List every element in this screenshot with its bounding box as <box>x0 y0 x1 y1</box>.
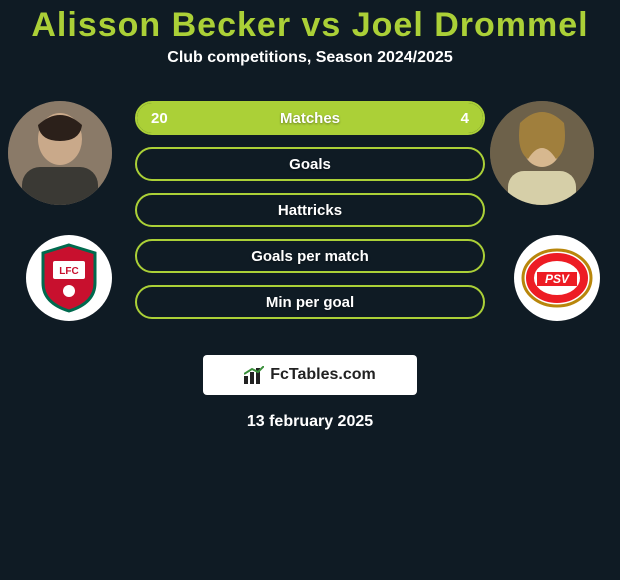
page-subtitle: Club competitions, Season 2024/2025 <box>0 49 620 67</box>
stat-bar-goals-per-match: Goals per match <box>135 239 485 273</box>
footer-date: 13 february 2025 <box>0 413 620 431</box>
bar-label: Goals <box>137 149 483 179</box>
avatar-placeholder-icon <box>490 101 594 205</box>
stat-bar-goals: Goals <box>135 147 485 181</box>
player-left-avatar <box>8 101 112 205</box>
club-crest-icon: LFC <box>39 243 99 313</box>
club-left-badge: LFC <box>26 235 112 321</box>
bar-label: Matches <box>137 103 483 133</box>
brand-badge: FcTables.com <box>203 355 417 395</box>
svg-text:PSV: PSV <box>545 272 570 286</box>
bar-value-right: 4 <box>461 103 469 133</box>
bar-label: Goals per match <box>137 241 483 271</box>
stat-bar-hattricks: Hattricks <box>135 193 485 227</box>
player-right-avatar <box>490 101 594 205</box>
club-crest-icon: PSV <box>521 242 593 314</box>
stat-bars: Matches20 4 Goals Hattricks Goals per match M… <box>135 101 485 331</box>
stats-area: LFC PSV Matches20 4 Goals Hattricks Goals pe… <box>0 101 620 341</box>
bar-label: Min per goal <box>137 287 483 317</box>
stat-bar-matches: Matches20 4 <box>135 101 485 135</box>
bar-value-left: 20 <box>151 103 168 133</box>
svg-text:LFC: LFC <box>59 266 78 277</box>
avatar-placeholder-icon <box>8 101 112 205</box>
brand-label: FcTables.com <box>270 366 376 384</box>
comparison-card: Alisson Becker vs Joel Drommel Club comp… <box>0 0 620 580</box>
chart-icon <box>244 366 264 384</box>
club-right-badge: PSV <box>514 235 600 321</box>
stat-bar-min-per-goal: Min per goal <box>135 285 485 319</box>
page-title: Alisson Becker vs Joel Drommel <box>0 0 620 45</box>
bar-label: Hattricks <box>137 195 483 225</box>
